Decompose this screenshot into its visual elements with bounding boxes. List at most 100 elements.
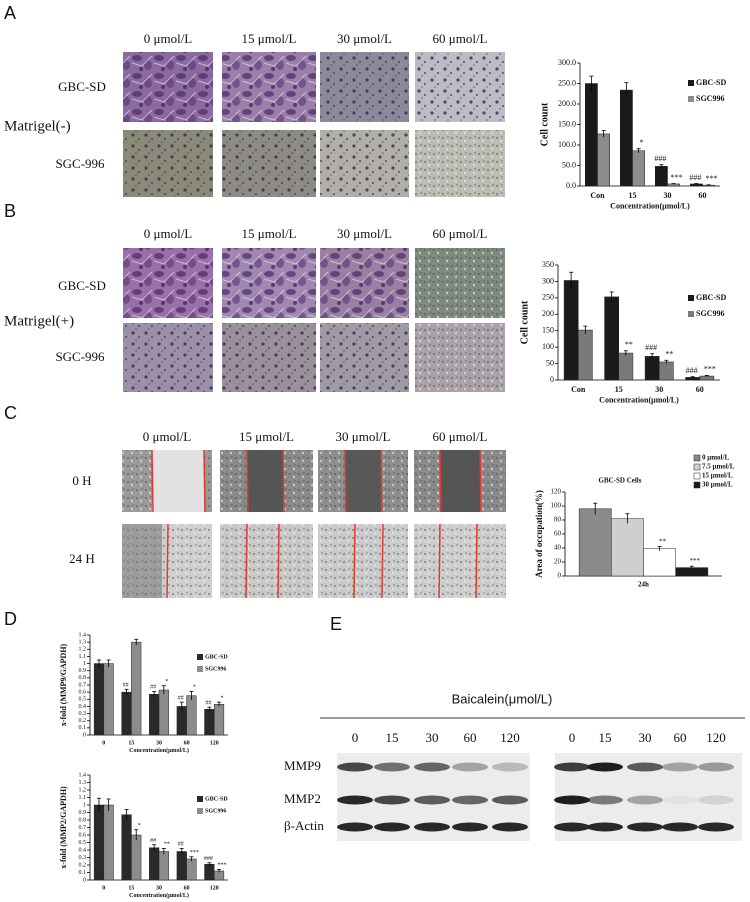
- y-tick-label: 0.3: [79, 711, 87, 717]
- significance-label: **: [625, 340, 633, 349]
- error-bar: [134, 829, 139, 841]
- scratch-gap: [152, 450, 204, 512]
- x-tick-label: 15: [128, 885, 134, 891]
- y-tick-label: 0.6: [79, 690, 87, 696]
- band: [662, 795, 698, 805]
- legend-swatch: [688, 295, 694, 301]
- legend-swatch: [693, 463, 701, 471]
- row-label: 0 H: [72, 473, 91, 488]
- significance-label: ###: [204, 856, 213, 862]
- legend-swatch: [197, 808, 203, 814]
- bar: [578, 508, 612, 577]
- error-bar: [189, 691, 194, 700]
- band: [492, 762, 528, 772]
- legend-swatch: [688, 80, 694, 86]
- band: [337, 795, 373, 805]
- scratch-edge: [166, 523, 169, 599]
- band: [698, 762, 734, 772]
- scratch-edge: [479, 449, 482, 513]
- significance-label: *: [193, 685, 196, 691]
- y-tick-label: 0.7: [79, 682, 87, 688]
- bar: [186, 858, 197, 881]
- y-tick-label: 0.4: [79, 847, 87, 853]
- x-axis-label: Concentration(μmol/L): [129, 747, 189, 754]
- column-header: 30 μmol/L: [337, 226, 392, 241]
- error-bar: [217, 869, 222, 873]
- legend-swatch: [197, 654, 203, 660]
- x-tick-label: 120: [210, 740, 219, 746]
- micrograph-texture: [123, 248, 213, 318]
- significance-label: ##: [178, 695, 184, 701]
- x-tick-label: 30: [655, 385, 663, 394]
- error-bar: [189, 856, 194, 862]
- significance-label: ###: [645, 343, 657, 352]
- row-label: SGC-996: [55, 349, 105, 364]
- blur-region: [122, 524, 162, 598]
- y-axis-label: Cell count: [539, 102, 550, 146]
- lane-label: 30: [639, 730, 652, 745]
- lane-label: 0: [569, 730, 576, 745]
- legend-swatch: [688, 311, 694, 317]
- column-header: 60 μmol/L: [433, 429, 488, 444]
- legend-label: 7.5 μmol/L: [702, 463, 735, 471]
- error-bar: [624, 82, 629, 98]
- bar: [620, 89, 633, 187]
- legend-label: GBC-SD: [205, 796, 228, 802]
- micrograph-texture: [320, 52, 409, 122]
- band: [587, 795, 623, 805]
- y-tick-label: 0.6: [79, 832, 87, 838]
- bar: [578, 329, 593, 381]
- y-tick-label: 1: [83, 661, 86, 667]
- x-tick-label: 15: [615, 385, 623, 394]
- y-tick-label: 0.8: [79, 675, 87, 681]
- bar: [632, 150, 645, 187]
- legend-swatch: [693, 472, 701, 480]
- legend-swatch: [197, 796, 203, 802]
- y-tick-label: 0.9: [79, 668, 87, 674]
- y-tick-label: 0.1: [79, 870, 87, 876]
- condition-label: Matrigel(+): [4, 313, 74, 329]
- micrograph-texture: [414, 524, 506, 598]
- legend-label: 0 μmol/L: [702, 454, 729, 462]
- significance-label: ***: [218, 863, 227, 869]
- x-tick-label: 24h: [638, 581, 649, 589]
- y-tick-label: 0: [83, 877, 86, 883]
- bar: [93, 663, 105, 736]
- column-header: 15 μmol/L: [242, 226, 297, 241]
- error-bar: [152, 844, 157, 851]
- bar: [103, 663, 114, 736]
- panel-label: C: [4, 403, 17, 423]
- micrograph-texture: [123, 323, 213, 392]
- y-tick-label: 100: [542, 342, 554, 351]
- band: [587, 762, 623, 772]
- scratch-edge: [203, 449, 206, 513]
- legend-label: SGC996: [696, 94, 724, 103]
- y-tick-label: 0.9: [79, 810, 87, 816]
- x-tick-label: 60: [184, 740, 190, 746]
- micrograph-texture: [222, 323, 316, 392]
- micrograph-texture: [123, 130, 213, 197]
- micrograph-texture: [222, 248, 316, 318]
- bar: [585, 83, 598, 187]
- lane-label: 60: [464, 730, 477, 745]
- x-tick-label: Con: [590, 191, 605, 200]
- y-tick-label: 1.4: [79, 632, 87, 638]
- error-bar: [179, 848, 184, 855]
- row-label: GBC-SD: [58, 278, 106, 293]
- significance-label: ***: [706, 174, 718, 183]
- band: [492, 795, 528, 805]
- error-bar: [217, 701, 222, 707]
- column-header: 0 μmol/L: [144, 226, 193, 241]
- bar: [659, 361, 674, 381]
- y-tick-label: 0.1: [79, 725, 87, 731]
- band: [662, 762, 698, 772]
- bar: [93, 804, 105, 881]
- blot-row-label: β-Actin: [284, 818, 324, 833]
- legend-label: GBC-SD: [205, 654, 228, 660]
- y-tick-label: 0.4: [79, 704, 87, 710]
- y-tick-label: 0.3: [79, 855, 87, 861]
- significance-label: ###: [654, 154, 666, 163]
- scratch-edge: [151, 449, 154, 513]
- significance-label: ##: [150, 685, 156, 691]
